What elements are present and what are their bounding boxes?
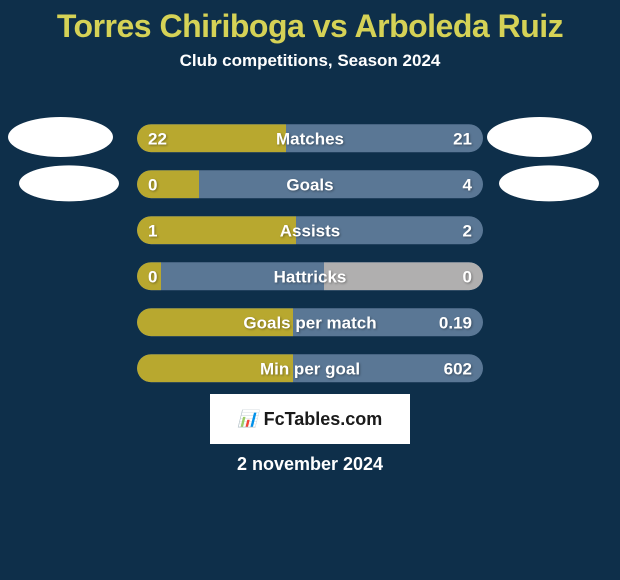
stat-label: Matches: [276, 129, 344, 149]
player-badge-right: [487, 117, 592, 157]
source-logo: 📊 FcTables.com: [210, 394, 410, 444]
stat-value-left: 0: [148, 175, 157, 195]
player-badge-left: [8, 117, 113, 157]
stat-bar-fill-right: [324, 262, 483, 290]
date-label: 2 november 2024: [237, 454, 383, 475]
club-badge-right: [499, 165, 599, 201]
stat-value-right: 602: [444, 359, 472, 379]
stat-value-right: 21: [453, 129, 472, 149]
stat-label: Assists: [280, 221, 340, 241]
stat-row: 0 Hattricks 0: [0, 256, 620, 302]
logo-text: FcTables.com: [264, 409, 383, 430]
club-badge-left: [19, 165, 119, 201]
subtitle: Club competitions, Season 2024: [0, 51, 620, 71]
stat-row: 22 Matches 21: [0, 118, 620, 164]
stat-value-right: 0.19: [439, 313, 472, 333]
stat-bar-fill-left: [137, 170, 199, 198]
page-title: Torres Chiriboga vs Arboleda Ruiz: [0, 0, 620, 45]
stat-label: Min per goal: [260, 359, 360, 379]
stat-value-left: 1: [148, 221, 157, 241]
stat-row: 0 Goals 4: [0, 164, 620, 210]
stat-value-right: 0: [463, 267, 472, 287]
comparison-card: Torres Chiriboga vs Arboleda Ruiz Club c…: [0, 0, 620, 580]
stat-value-right: 4: [463, 175, 472, 195]
stat-value-left: 0: [148, 267, 157, 287]
stat-row: 1 Assists 2: [0, 210, 620, 256]
stats-area: 22 Matches 21 0 Goals 4 1 Assists 2 0 Hattricks 0 Go…: [0, 118, 620, 394]
chart-icon: 📊: [238, 409, 258, 429]
stat-row: Goals per match 0.19: [0, 302, 620, 348]
stat-label: Goals per match: [243, 313, 376, 333]
stat-bar-fill-left: [137, 216, 296, 244]
stat-value-left: 22: [148, 129, 167, 149]
stat-row: Min per goal 602: [0, 348, 620, 394]
stat-label: Goals: [286, 175, 333, 195]
stat-value-right: 2: [463, 221, 472, 241]
stat-label: Hattricks: [274, 267, 347, 287]
